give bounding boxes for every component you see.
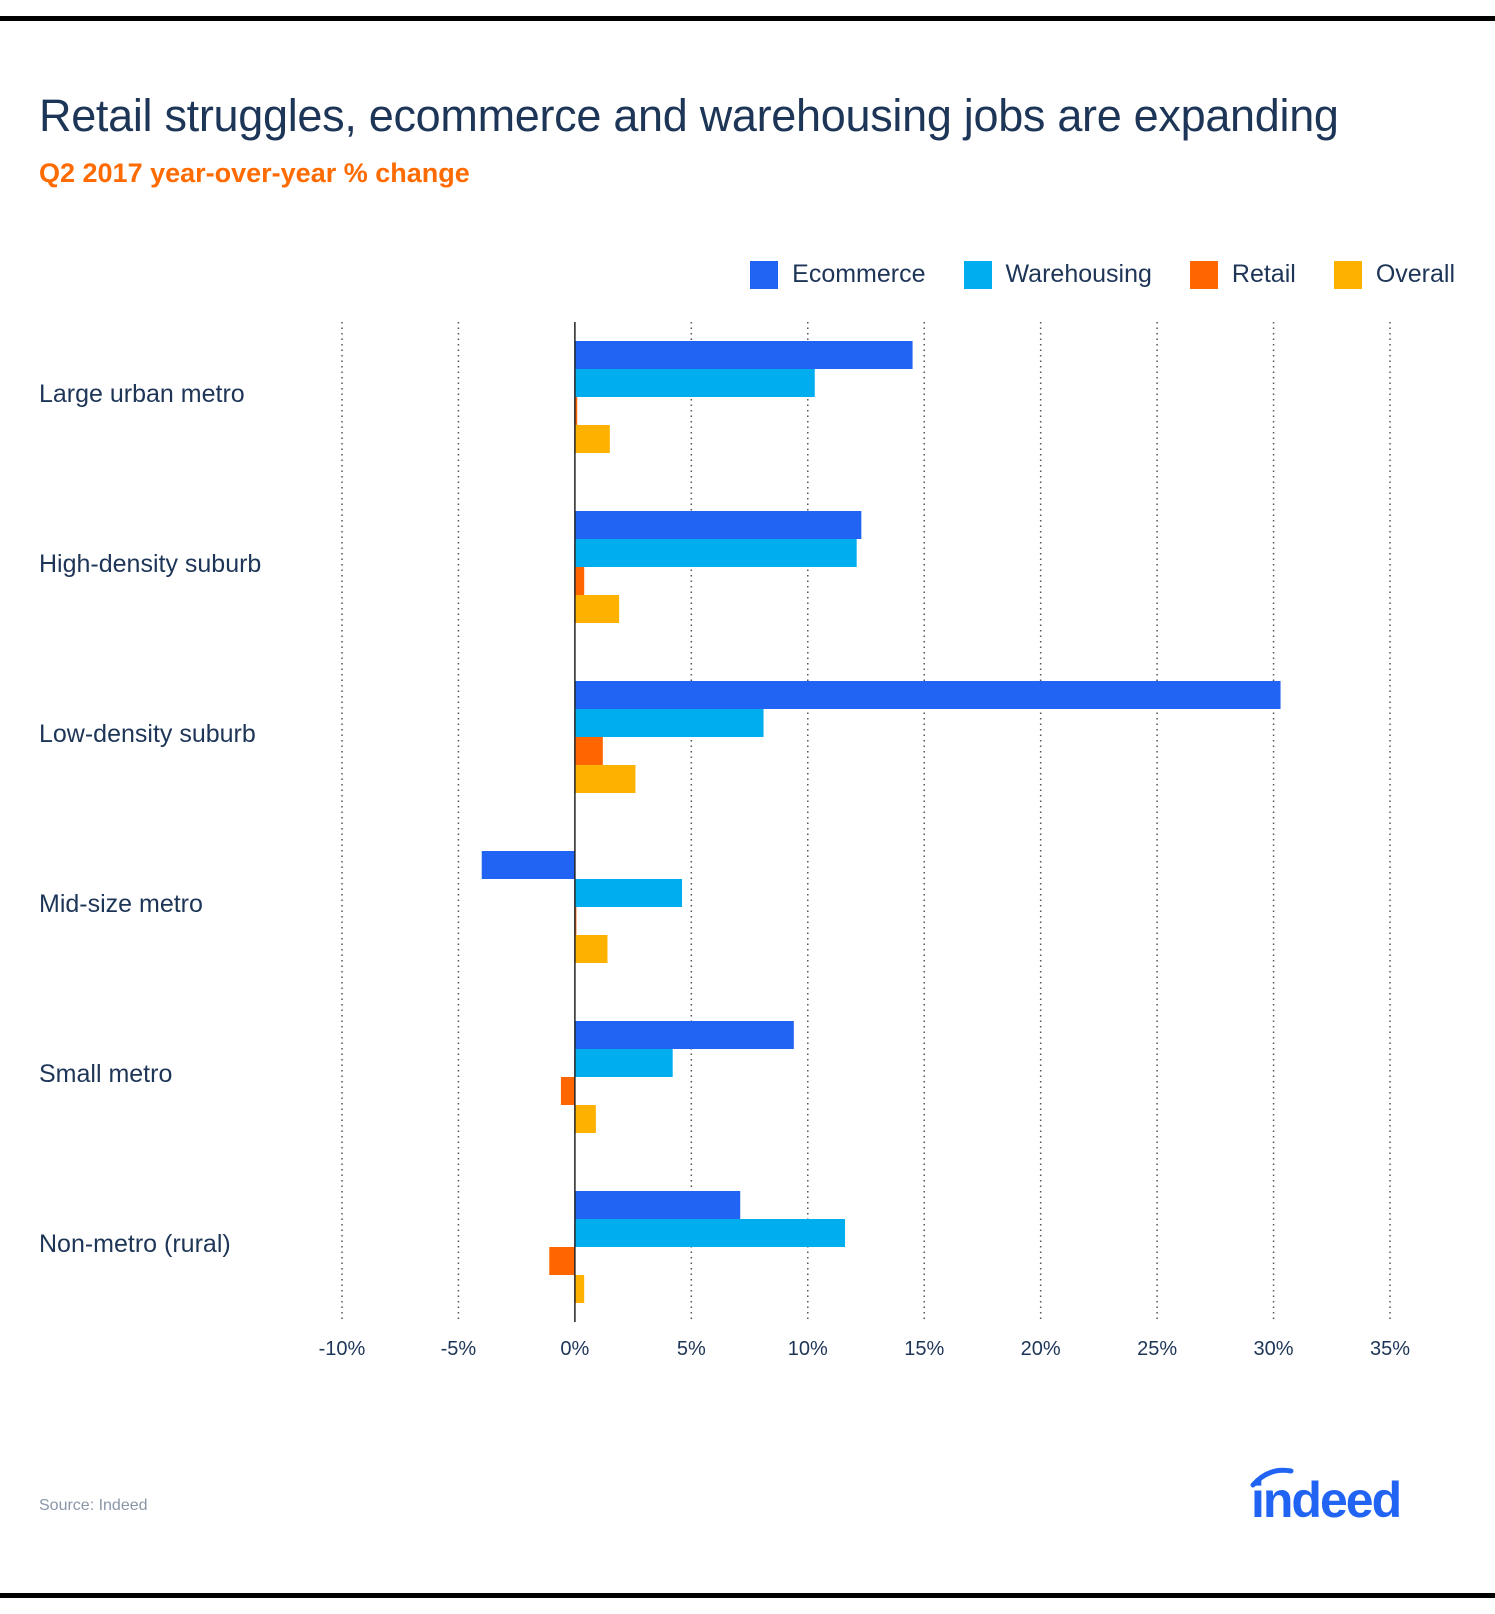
- bar-overall: [574, 425, 610, 453]
- category-label: Mid-size metro: [39, 890, 203, 918]
- bar-overall: [574, 935, 608, 963]
- legend-label: Retail: [1231, 260, 1296, 288]
- bottom-rule: [0, 1593, 1495, 1598]
- bar-warehousing: [574, 879, 683, 907]
- chart-subtitle: Q2 2017 year-over-year % change: [39, 158, 470, 188]
- source-note: Source: Indeed: [39, 1497, 148, 1514]
- x-tick-label: 25%: [1137, 1338, 1177, 1360]
- x-tick-label: 0%: [560, 1338, 589, 1360]
- legend-swatch: [750, 260, 779, 289]
- x-tick-label: 20%: [1021, 1338, 1061, 1360]
- legend-item-retail: Retail: [1189, 260, 1296, 289]
- legend-swatch: [1333, 260, 1362, 289]
- legend-item-overall: Overall: [1333, 260, 1455, 289]
- bar-retail: [560, 1077, 575, 1105]
- bar-ecommerce: [574, 1021, 794, 1049]
- bar-ecommerce: [481, 851, 575, 879]
- category-label: High-density suburb: [39, 550, 262, 578]
- indeed-logo: indeed: [1247, 1465, 1417, 1530]
- bar-overall: [574, 765, 636, 793]
- legend-item-ecommerce: Ecommerce: [750, 260, 926, 289]
- top-rule: [0, 16, 1495, 21]
- bar-warehousing: [574, 369, 815, 397]
- bar-ecommerce: [574, 511, 862, 539]
- legend: Ecommerce Warehousing Retail Overall: [750, 260, 1455, 289]
- category-label: Non-metro (rural): [39, 1230, 231, 1258]
- bar-retail: [574, 737, 603, 765]
- chart-title: Retail struggles, ecommerce and warehous…: [39, 90, 1339, 141]
- bar-ecommerce: [574, 1191, 741, 1219]
- legend-item-warehousing: Warehousing: [963, 260, 1152, 289]
- bar-warehousing: [574, 709, 764, 737]
- legend-label: Overall: [1375, 260, 1455, 288]
- x-tick-label: 35%: [1370, 1338, 1410, 1360]
- bar-warehousing: [574, 1049, 673, 1077]
- x-tick-label: -10%: [319, 1338, 366, 1360]
- legend-label: Warehousing: [1005, 260, 1152, 288]
- logo-text: indeed: [1251, 1472, 1400, 1525]
- bar-ecommerce: [574, 681, 1281, 709]
- bar-retail: [549, 1247, 575, 1275]
- bar-ecommerce: [574, 341, 913, 369]
- category-label: Low-density suburb: [39, 720, 256, 748]
- bar-retail: [574, 567, 585, 595]
- legend-swatch: [1189, 260, 1218, 289]
- bar-overall: [574, 1105, 596, 1133]
- legend-label: Ecommerce: [792, 260, 926, 288]
- x-tick-label: 30%: [1254, 1338, 1294, 1360]
- bar-overall: [574, 1275, 585, 1303]
- bar-retail: [574, 397, 578, 425]
- legend-swatch: [963, 260, 992, 289]
- category-label: Small metro: [39, 1060, 173, 1088]
- bar-warehousing: [574, 1219, 846, 1247]
- bar-overall: [574, 595, 620, 623]
- x-tick-label: 5%: [677, 1338, 706, 1360]
- category-label: Large urban metro: [39, 380, 245, 408]
- x-tick-label: -5%: [441, 1338, 477, 1360]
- x-tick-label: 15%: [904, 1338, 944, 1360]
- x-tick-label: 10%: [788, 1338, 828, 1360]
- bar-warehousing: [574, 539, 857, 567]
- indeed-logo-icon: indeed: [1250, 1467, 1402, 1528]
